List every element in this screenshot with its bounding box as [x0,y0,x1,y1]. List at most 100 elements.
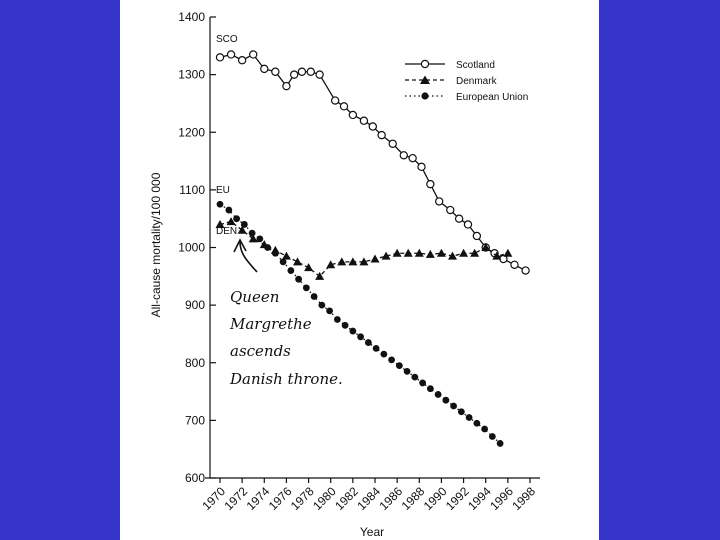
y-tick-label: 900 [185,298,205,312]
data-point-european-union [233,215,241,223]
y-tick-label: 800 [185,356,205,370]
data-point-european-union [426,385,434,393]
data-point-scotland [435,197,444,206]
data-point-denmark [293,257,302,266]
data-point-denmark [337,257,347,266]
data-point-european-union [341,321,349,329]
data-point-denmark [226,217,236,226]
legend-label-scotland: Scotland [456,60,495,71]
x-tick-label: 1992 [443,484,472,513]
data-point-scotland [426,179,435,189]
x-tick-label: 1990 [421,484,450,513]
data-point-denmark [425,249,435,258]
data-point-scotland [237,56,247,65]
data-point-scotland [454,214,464,223]
data-point-european-union [411,373,419,381]
annotation-line-2: Margrethe [229,315,312,333]
data-point-european-union [318,301,326,309]
data-point-european-union [388,356,396,364]
data-point-scotland [377,130,386,140]
series-layer [215,50,530,447]
data-point-european-union [302,284,310,292]
data-point-european-union [442,396,450,404]
data-point-european-union [279,258,287,266]
series-tag-scotland: SCO [216,34,238,45]
data-point-european-union [473,419,481,427]
data-point-scotland [368,122,377,131]
data-point-denmark [392,248,402,257]
data-point-european-union [481,425,489,433]
series-line-denmark [219,220,509,278]
legend-label-denmark: Denmark [456,76,498,87]
data-point-european-union [248,229,256,237]
data-point-denmark [503,248,513,257]
data-point-scotland [271,67,280,76]
x-tick-label: 1986 [376,484,405,513]
y-ticks: 600 700 800 900 1000 1100 1200 1300 1400 [178,10,216,485]
data-point-scotland [282,81,291,91]
data-point-scotland [408,153,417,163]
legend-label-eu: European Union [456,92,528,103]
data-point-european-union [256,235,264,243]
data-point-denmark [359,257,369,266]
data-point-scotland [446,205,455,215]
data-point-denmark [326,260,336,269]
x-tick-label: 1984 [354,484,383,513]
data-point-scotland [510,260,519,269]
data-point-european-union [240,221,248,228]
data-point-european-union [496,440,504,447]
data-point-scotland [306,67,315,76]
data-point-european-union [357,333,365,341]
x-tick-label: 1998 [509,484,538,513]
data-point-denmark [370,254,380,263]
data-point-scotland [289,70,299,79]
data-point-scotland [348,110,358,120]
y-tick-label: 700 [185,413,205,427]
y-tick-label: 1100 [179,183,205,197]
x-tick-label: 1996 [487,484,516,513]
data-point-denmark [403,248,413,257]
data-point-scotland [359,116,369,125]
x-ticks: 1970197219741976197819801982198419861988… [199,478,538,513]
data-point-european-union [287,267,295,274]
data-point-european-union [216,200,224,208]
data-point-european-union [271,249,279,257]
x-tick-label: 1980 [310,484,339,513]
data-point-denmark [470,248,480,257]
data-point-denmark [414,248,424,257]
y-tick-label: 1000 [178,241,205,255]
series-tag-eu: EU [216,185,230,196]
data-point-scotland [472,231,482,241]
data-point-european-union [380,350,388,358]
data-point-scotland [315,70,324,79]
data-point-denmark [281,251,291,260]
legend-marker-eu [421,92,429,100]
y-tick-label: 1300 [178,68,205,82]
series-tag-denmark: DEN [216,226,237,237]
x-tick-label: 1976 [266,484,295,513]
data-point-scotland [330,96,340,105]
data-point-european-union [488,433,496,440]
data-point-scotland [339,102,349,111]
data-point-scotland [388,139,397,148]
annotation-line-1: Queen [230,288,279,306]
data-point-denmark [237,225,247,234]
handwritten-annotation: Queen Margrethe ascends Danish throne. [229,238,343,388]
annotation-arrow [239,241,258,273]
data-point-european-union [225,206,233,214]
x-tick-label: 1974 [244,484,273,513]
data-point-denmark [448,251,457,260]
data-point-european-union [349,327,357,335]
data-point-european-union [310,293,318,300]
legend-marker-scotland [420,59,430,69]
data-point-european-union [264,244,272,251]
data-point-scotland [215,53,225,62]
data-point-european-union [364,339,372,346]
data-point-denmark [436,248,446,257]
data-point-scotland [297,67,307,76]
chart-paper [120,0,599,540]
data-point-european-union [434,391,442,398]
x-tick-label: 1972 [221,484,250,513]
